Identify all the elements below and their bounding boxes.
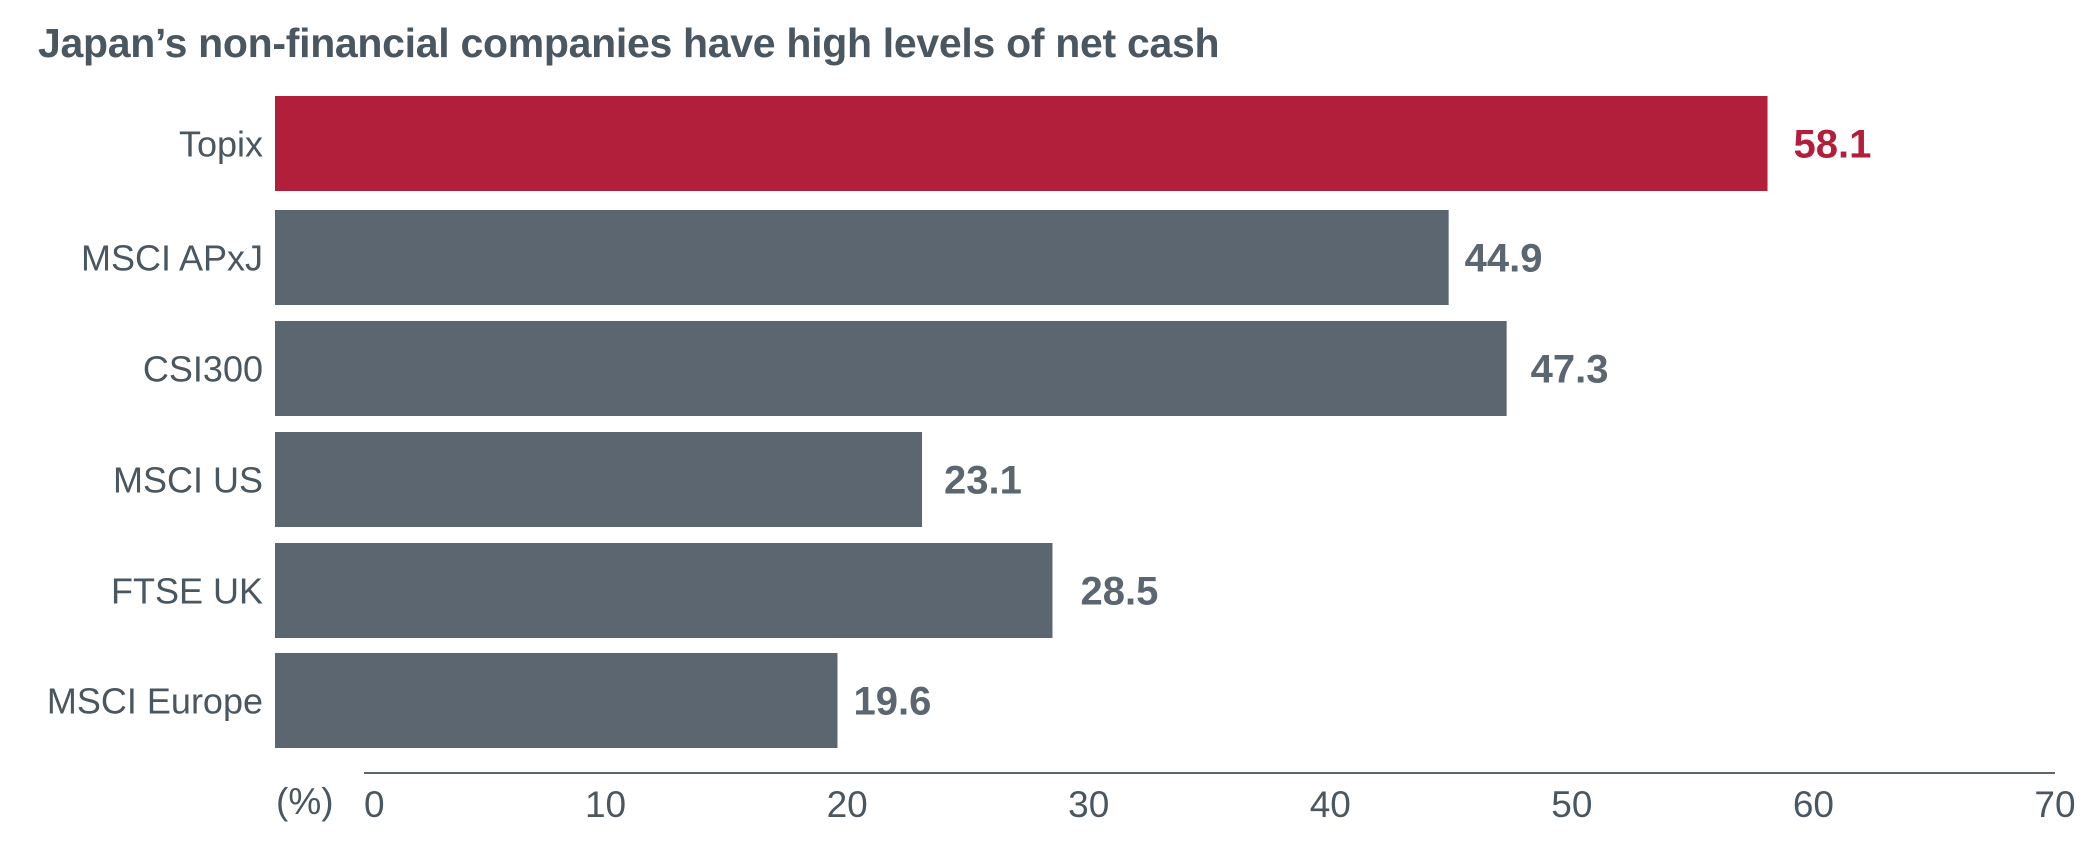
x-tick-label-20: 20 <box>827 784 868 825</box>
bars-group: Topix 58.1 MSCI APxJ 44.9 CSI300 47.3 MSCI US 2… <box>47 96 1871 748</box>
bar-msci-apxj <box>275 210 1449 305</box>
value-label-msci-apxj: 44.9 <box>1465 237 1543 281</box>
value-label-ftse-uk: 28.5 <box>1080 570 1158 614</box>
category-label-msci-apxj: MSCI APxJ <box>81 238 263 279</box>
x-tick-label-70: 70 <box>2034 784 2075 825</box>
bar-ftse-uk <box>275 543 1053 638</box>
bar-topix <box>275 96 1768 191</box>
x-axis: 0 10 20 30 40 50 60 70 (%) <box>276 772 2076 825</box>
value-label-topix: 58.1 <box>1794 123 1872 167</box>
category-label-topix: Topix <box>179 124 263 165</box>
value-label-msci-us: 23.1 <box>944 459 1022 503</box>
value-label-csi300: 47.3 <box>1531 348 1609 392</box>
bar-csi300 <box>275 321 1507 416</box>
category-label-msci-us: MSCI US <box>113 460 263 501</box>
x-tick-label-0: 0 <box>364 784 385 825</box>
bar-msci-europe <box>275 653 838 748</box>
x-tick-label-50: 50 <box>1551 784 1592 825</box>
x-axis-unit-label: (%) <box>276 781 334 822</box>
category-label-ftse-uk: FTSE UK <box>111 571 263 612</box>
x-tick-label-40: 40 <box>1310 784 1351 825</box>
x-tick-label-10: 10 <box>585 784 626 825</box>
category-label-csi300: CSI300 <box>143 349 263 390</box>
x-tick-label-60: 60 <box>1793 784 1834 825</box>
bar-msci-us <box>275 432 923 527</box>
value-label-msci-europe: 19.6 <box>853 680 931 724</box>
category-label-msci-europe: MSCI Europe <box>47 681 263 722</box>
x-tick-label-30: 30 <box>1068 784 1109 825</box>
chart-title: Japan’s non-financial companies have hig… <box>38 20 1220 66</box>
